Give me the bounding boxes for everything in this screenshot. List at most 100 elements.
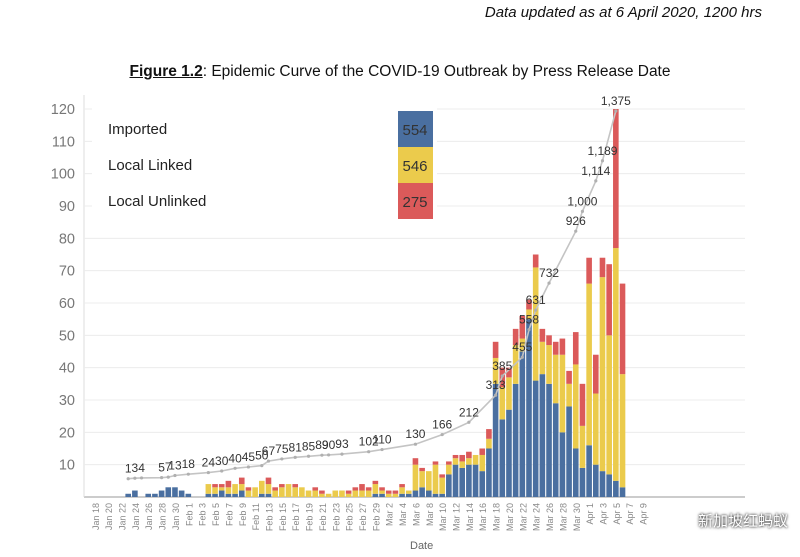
bar-local-linked bbox=[385, 493, 392, 497]
x-tick-label: Feb 23 bbox=[331, 503, 341, 531]
bar-local-unlinked bbox=[512, 328, 519, 346]
y-tick-label: 30 bbox=[59, 393, 75, 409]
legend-swatch bbox=[398, 111, 433, 147]
bar-imported bbox=[439, 493, 445, 497]
cumulative-point bbox=[534, 308, 538, 312]
bar-local-linked bbox=[419, 471, 425, 488]
bar-local-linked bbox=[432, 464, 439, 494]
cumulative-label: 5 bbox=[158, 461, 165, 475]
bar-local-linked bbox=[359, 490, 365, 497]
bar-imported bbox=[452, 464, 459, 497]
cumulative-label: 85 bbox=[302, 439, 316, 453]
x-tick-label: Feb 1 bbox=[184, 503, 194, 526]
bar-local-linked bbox=[265, 484, 272, 494]
cumulative-label: 130 bbox=[405, 427, 425, 441]
cumulative-label: 1 bbox=[125, 462, 132, 476]
bar-local-unlinked bbox=[492, 341, 499, 358]
bar-imported bbox=[586, 445, 592, 497]
bar-local-unlinked bbox=[352, 487, 359, 491]
bar-local-linked bbox=[365, 490, 372, 497]
bar-local-linked bbox=[285, 484, 292, 497]
x-tick-label: Mar 12 bbox=[452, 503, 462, 531]
bar-imported bbox=[492, 383, 499, 497]
bar-imported bbox=[472, 464, 479, 497]
bar-local-unlinked bbox=[486, 429, 492, 439]
bar-local-unlinked bbox=[385, 490, 392, 494]
cumulative-label: 732 bbox=[539, 266, 559, 280]
bar-local-unlinked bbox=[446, 461, 452, 465]
bar-imported bbox=[479, 471, 486, 497]
bar-imported bbox=[546, 383, 552, 497]
bar-local-linked bbox=[399, 487, 405, 494]
cumulative-point bbox=[220, 469, 224, 473]
bar-local-unlinked bbox=[606, 264, 612, 336]
bar-imported bbox=[466, 464, 472, 497]
bar-local-unlinked bbox=[519, 315, 526, 339]
bar-local-unlinked bbox=[579, 383, 586, 426]
x-tick-label: Feb 17 bbox=[291, 503, 301, 531]
bar-imported bbox=[432, 493, 439, 497]
bar-local-unlinked bbox=[452, 454, 459, 459]
cumulative-point bbox=[186, 472, 190, 476]
bar-local-linked bbox=[426, 471, 432, 491]
bar-local-linked bbox=[459, 461, 465, 468]
bar-imported bbox=[606, 474, 612, 497]
bar-local-linked bbox=[546, 345, 552, 384]
bar-local-linked bbox=[299, 487, 305, 497]
bar-local-unlinked bbox=[265, 477, 272, 485]
bar-local-linked bbox=[486, 438, 492, 449]
cumulative-point bbox=[600, 159, 605, 163]
cumulative-point bbox=[266, 459, 271, 463]
bar-local-linked bbox=[492, 357, 499, 384]
bar-imported bbox=[172, 487, 178, 497]
legend-swatch bbox=[398, 183, 433, 219]
cumulative-label: 67 bbox=[262, 444, 276, 458]
bar-local-linked bbox=[245, 490, 252, 497]
cumulative-point bbox=[580, 209, 585, 213]
x-tick-label: Feb 7 bbox=[224, 503, 234, 526]
cumulative-point bbox=[246, 465, 251, 469]
x-tick-label: Feb 9 bbox=[238, 503, 248, 526]
bar-local-linked bbox=[613, 248, 619, 481]
cumulative-point bbox=[133, 476, 137, 480]
bar-local-linked bbox=[232, 484, 238, 494]
bar-local-linked bbox=[405, 490, 412, 494]
cumulative-label: 24 bbox=[202, 456, 216, 470]
bar-local-linked bbox=[599, 277, 606, 472]
x-tick-label: Mar 20 bbox=[505, 503, 515, 531]
bar-local-linked bbox=[452, 458, 459, 465]
bar-local-linked bbox=[345, 493, 352, 497]
bar-local-linked bbox=[539, 341, 546, 375]
legend-total: 554 bbox=[402, 122, 427, 139]
cumulative-label: 1,189 bbox=[587, 144, 617, 158]
cumulative-point bbox=[233, 466, 237, 470]
x-tick-label: Feb 11 bbox=[251, 503, 261, 530]
bar-imported bbox=[158, 490, 165, 497]
legend: Imported 554 Local Linked 546 Local Unlinked… bbox=[92, 108, 437, 223]
x-tick-label: Mar 14 bbox=[465, 503, 475, 531]
bar-imported bbox=[613, 480, 619, 497]
bar-local-linked bbox=[312, 490, 319, 497]
x-tick-label: Feb 21 bbox=[318, 503, 328, 531]
bar-local-linked bbox=[379, 490, 385, 494]
bar-imported bbox=[259, 493, 265, 497]
bar-imported bbox=[165, 487, 172, 497]
cumulative-point bbox=[547, 281, 551, 285]
x-tick-label: Feb 13 bbox=[265, 503, 275, 531]
bar-local-linked bbox=[252, 487, 258, 497]
bar-imported bbox=[499, 419, 506, 497]
cumulative-point bbox=[260, 464, 264, 468]
bar-local-linked bbox=[619, 374, 626, 488]
cumulative-point bbox=[206, 470, 210, 475]
bar-local-unlinked bbox=[379, 487, 385, 491]
bar-local-unlinked bbox=[572, 332, 579, 365]
bar-local-unlinked bbox=[319, 490, 325, 494]
cumulative-label: 558 bbox=[519, 313, 539, 327]
bar-imported bbox=[599, 471, 606, 497]
y-axis-ticks: 10 20 30 40 50 60 70 80 90 100 110 120 bbox=[51, 102, 75, 474]
x-axis-ticks: Jan 18 Jan 20 Jan 22 Jan 24 Jan 26 Jan 28 Jan … bbox=[91, 503, 649, 531]
data-updated-note: Data updated as at 6 April 2020, 1200 hr… bbox=[484, 4, 762, 21]
x-tick-label: Mar 2 bbox=[385, 503, 395, 526]
bar-imported bbox=[218, 490, 225, 497]
bar-local-unlinked bbox=[292, 484, 298, 488]
